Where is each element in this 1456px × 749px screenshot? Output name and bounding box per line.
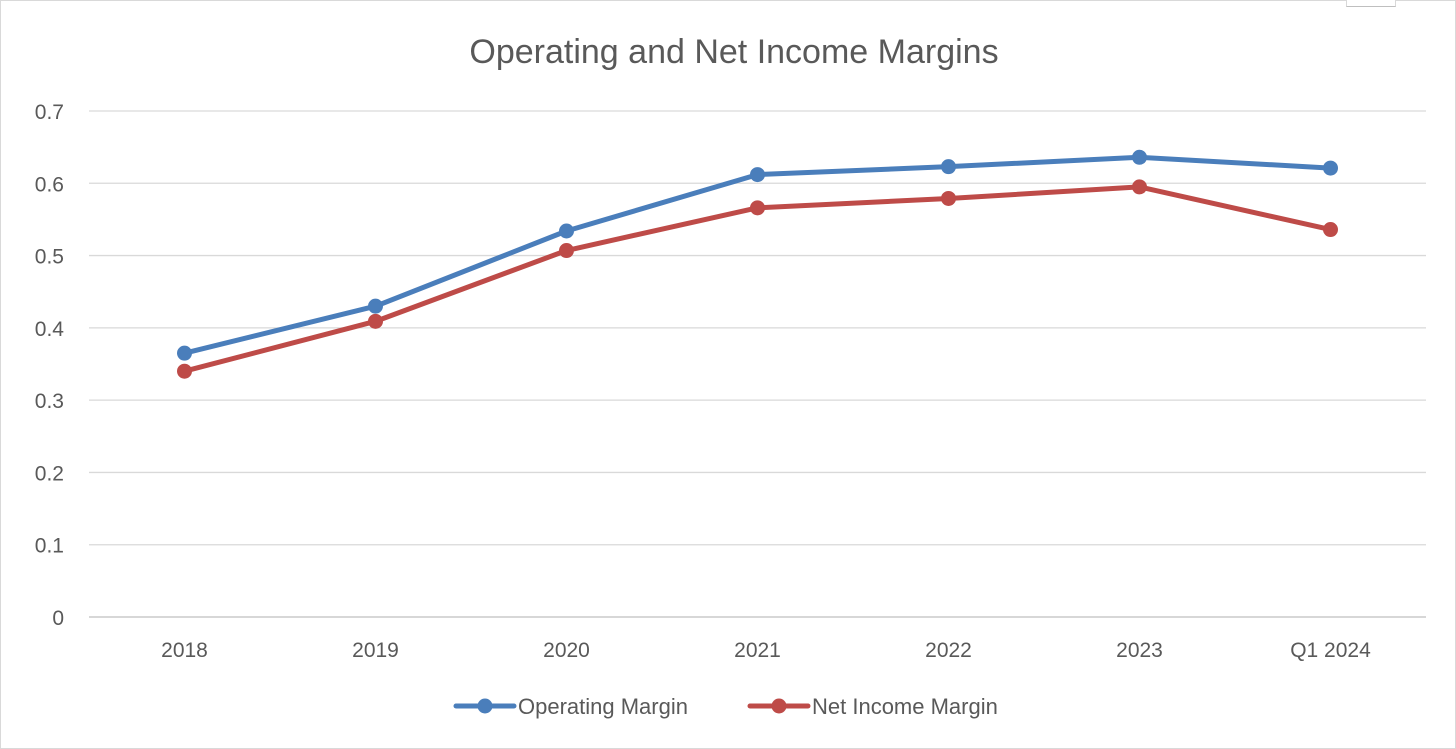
legend-swatch-marker bbox=[477, 698, 493, 714]
series-group bbox=[177, 149, 1338, 379]
x-tick-label: 2022 bbox=[925, 639, 972, 662]
legend-label: Net Income Margin bbox=[812, 694, 998, 719]
data-point bbox=[1132, 179, 1147, 195]
data-point bbox=[177, 363, 192, 379]
x-axis: 2018 2019 2020 2021 2022 2023 Q1 2024 bbox=[161, 639, 1371, 662]
legend-item: Net Income Margin bbox=[747, 694, 998, 719]
x-tick-label: 2018 bbox=[161, 639, 208, 662]
gridlines bbox=[89, 110, 1426, 618]
y-tick-label: 0.2 bbox=[35, 462, 64, 485]
legend-item: Operating Margin bbox=[453, 694, 688, 719]
data-point bbox=[559, 223, 574, 239]
y-tick-label: 0.6 bbox=[35, 173, 64, 196]
chart-title: Operating and Net Income Margins bbox=[469, 33, 998, 71]
data-point bbox=[941, 190, 956, 206]
legend-label: Operating Margin bbox=[518, 694, 688, 719]
data-point bbox=[1323, 222, 1338, 238]
y-tick-label: 0 bbox=[52, 607, 64, 630]
y-tick-label: 0.1 bbox=[35, 535, 64, 558]
y-tick-label: 0.5 bbox=[35, 246, 64, 269]
data-point bbox=[559, 243, 574, 259]
x-tick-label: Q1 2024 bbox=[1290, 639, 1371, 662]
legend-swatch-marker bbox=[771, 698, 787, 714]
data-point bbox=[1132, 149, 1147, 165]
data-point bbox=[368, 313, 383, 329]
x-tick-label: 2019 bbox=[352, 639, 399, 662]
legend: Operating Margin Net Income Margin bbox=[453, 694, 998, 719]
x-tick-label: 2020 bbox=[543, 639, 590, 662]
data-point bbox=[1323, 160, 1338, 176]
y-tick-label: 0.4 bbox=[35, 318, 65, 341]
x-tick-label: 2021 bbox=[734, 639, 781, 662]
data-point bbox=[750, 167, 765, 183]
x-tick-label: 2023 bbox=[1116, 639, 1163, 662]
data-point bbox=[177, 345, 192, 361]
series-1 bbox=[177, 179, 1338, 379]
data-point bbox=[750, 200, 765, 216]
series-0 bbox=[177, 149, 1338, 361]
data-point bbox=[368, 298, 383, 314]
data-point bbox=[941, 159, 956, 175]
y-tick-label: 0.3 bbox=[35, 390, 64, 413]
y-tick-label: 0.7 bbox=[35, 101, 64, 124]
chart-corner-tab bbox=[1346, 0, 1396, 7]
y-axis: 0 0.1 0.2 0.3 0.4 0.5 0.6 0.7 bbox=[35, 101, 65, 630]
